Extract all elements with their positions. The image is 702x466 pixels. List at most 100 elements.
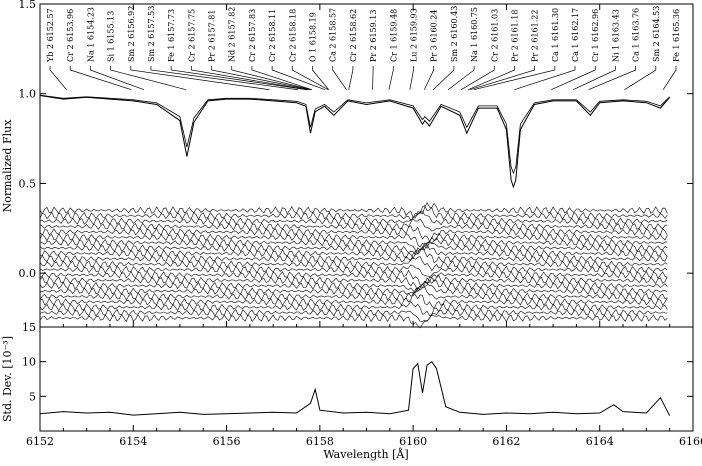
mean-spectrum-series: [39, 94, 671, 189]
std-y-tick-label-10: 10: [22, 356, 36, 369]
line-id-label: Pr 2 6161.18: [510, 10, 519, 62]
line-id-leader: [551, 66, 596, 91]
residual-spectrum-line: [39, 286, 668, 301]
x-tick-label-6164: 6164: [586, 435, 614, 448]
residual-spectrum-line: [39, 281, 668, 296]
residual-spectrum-line: [39, 205, 668, 221]
line-id-label: Ca 1 6163.76: [632, 8, 641, 62]
residual-spectrum-line: [39, 242, 668, 256]
line-id-leader: [461, 66, 495, 91]
line-id-label: Na 1 6160.75: [470, 7, 479, 62]
line-id-label: Cr 2 6161.03: [490, 9, 499, 62]
spectrum-panel: 0.0 0.5 1.0 1.5 Yb 2 6152.57 Cr 2 6153.96 Na …: [1, 0, 694, 329]
residual-spectrum-line: [39, 300, 668, 316]
line-id-label: Cr 2 6158.18: [288, 9, 297, 62]
line-id-leader: [662, 66, 677, 90]
std-dev-panel: 5 10 15 Std. Dev. [10⁻³]: [1, 321, 694, 432]
line-id-label: Ca 2 6158.57: [329, 8, 338, 62]
line-id-leader: [388, 66, 394, 90]
residual-spectrum-line: [39, 218, 668, 232]
line-id-label: Sm 2 6157.53: [147, 6, 156, 62]
line-id-leader: [624, 66, 657, 91]
line-id-label: O 1 6158.19: [309, 12, 318, 62]
line-id-leader: [49, 66, 67, 90]
std-dev-series: [39, 360, 671, 416]
line-id-leader: [211, 66, 312, 91]
line-id-leader: [409, 66, 414, 90]
residual-spectrum-line: [39, 292, 668, 310]
x-tick-label-6166: 6166: [679, 435, 702, 448]
x-axis-tick-labels: 6152 6154 6156 6158 6160 6162 6164 6166: [26, 435, 702, 448]
residual-spectrum-line: [39, 256, 668, 272]
line-id-leader: [90, 66, 145, 91]
line-id-leader: [291, 66, 329, 91]
residual-spectrum-line: [39, 202, 668, 219]
line-id-label: Cr 2 6157.75: [187, 9, 196, 62]
line-id-label: Fe 1 6165.36: [672, 9, 681, 62]
line-id-leader: [468, 66, 515, 91]
residual-spectrum-line: [39, 308, 668, 322]
line-id-leader: [130, 66, 270, 91]
line-id-leader: [231, 66, 312, 91]
residual-spectrum-line: [39, 277, 668, 294]
line-id-label: Sm 2 6164.53: [652, 6, 661, 62]
line-identifications: Yb 2 6152.57 Cr 2 6153.96 Na 1 6154.23 Si 1…: [46, 6, 681, 91]
residual-spectrum-line: [39, 313, 668, 329]
line-id-label: Si 1 6155.13: [107, 11, 116, 62]
line-id-leader: [572, 66, 616, 91]
line-id-label: Ca 1 6162.17: [571, 8, 580, 62]
residual-spectrum-line: [39, 225, 668, 242]
line-id-label: Cr 2 6157.83: [248, 9, 257, 62]
y-tick-label-0.5: 0.5: [19, 177, 37, 190]
residual-spectrum-line: [39, 269, 668, 286]
std-dev-line: [39, 360, 671, 416]
spectrum-y-axis-label: Normalized Flux: [1, 119, 14, 213]
line-id-leader: [348, 66, 354, 90]
line-id-leader: [191, 66, 309, 91]
line-id-leader: [514, 66, 576, 91]
line-id-label: Cr 2 6158.62: [349, 9, 358, 62]
line-id-leader: [312, 66, 329, 90]
residual-spectrum-line: [39, 242, 668, 259]
residual-spectrum-line: [39, 245, 668, 264]
line-id-leader: [110, 66, 187, 91]
std-y-tick-label-5: 5: [29, 390, 36, 403]
x-tick-label-6160: 6160: [399, 435, 427, 448]
residual-spectrum-line: [39, 274, 668, 293]
y-tick-label-0: 0.0: [19, 267, 37, 280]
x-tick-label-6152: 6152: [26, 435, 54, 448]
x-tick-label-6158: 6158: [306, 435, 334, 448]
comparison-spectrum-line: [39, 94, 670, 175]
x-tick-label-6156: 6156: [213, 435, 241, 448]
y-tick-label-1: 1.0: [19, 88, 37, 101]
line-id-label: Ni 1 6163.43: [611, 9, 620, 62]
line-id-label: Pr 2 6161.22: [531, 10, 540, 62]
line-id-label: Cr 1 6159.48: [389, 9, 398, 62]
line-id-leader: [69, 66, 132, 91]
std-y-tick-label-15: 15: [22, 321, 36, 334]
line-id-leader: [271, 66, 326, 91]
residual-spectrum-line: [39, 232, 668, 249]
x-tick-label-6162: 6162: [492, 435, 520, 448]
spectrum-panel-ticks: 0.0 0.5 1.0 1.5: [19, 0, 694, 327]
line-id-label: Lu 2 6159.93: [409, 8, 418, 62]
line-id-label: Ca 1 6161.30: [551, 8, 560, 62]
std-dev-y-axis-label: Std. Dev. [10⁻³]: [1, 336, 14, 422]
line-id-label: Cr 2 6153.96: [66, 9, 75, 62]
line-id-label: Pr 3 6160.24: [430, 10, 439, 62]
mean-spectrum-line: [39, 95, 671, 189]
line-id-label: Na 1 6154.23: [86, 7, 95, 62]
residual-spectrum-line: [40, 211, 668, 226]
line-id-leader: [372, 66, 374, 90]
line-id-leader: [332, 66, 347, 90]
line-id-label: Cr 1 6162.96: [591, 9, 600, 62]
residual-spectrum-line: [39, 237, 668, 252]
y-tick-label-1.5: 1.5: [19, 0, 37, 11]
line-id-leader: [170, 66, 308, 91]
residual-spectrum-line: [39, 264, 668, 278]
line-id-leader: [251, 66, 313, 91]
line-id-leader: [588, 66, 636, 91]
stacked-residual-spectra: [39, 202, 668, 329]
line-id-label: Pr 2 6159.13: [369, 10, 378, 62]
line-id-label: Nd 2 6157.82: [228, 7, 237, 62]
